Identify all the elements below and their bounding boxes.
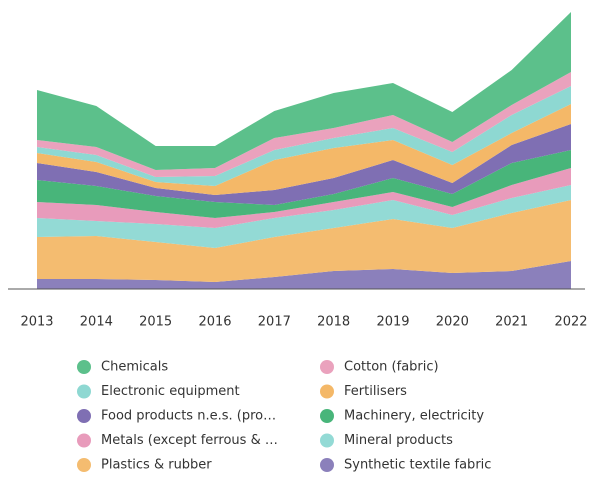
area (37, 124, 571, 205)
legend-label: Plastics & rubber (101, 458, 212, 473)
legend-label: Chemicals (101, 360, 168, 375)
x-tick-label: 2017 (258, 315, 291, 330)
x-tick-label: 2019 (376, 315, 409, 330)
x-tick-label: 2022 (554, 315, 587, 330)
legend-label: Synthetic textile fabric (344, 458, 491, 473)
legend-label: Fertilisers (344, 384, 407, 399)
legend-label: Cotton (fabric) (344, 360, 439, 375)
legend-label: Mineral products (344, 433, 453, 448)
area (37, 185, 571, 248)
legend-swatch (320, 409, 334, 423)
legend-label: Food products n.e.s. (pro… (101, 409, 276, 424)
area (37, 200, 571, 282)
x-tick-label: 2018 (317, 315, 350, 330)
legend-label: Machinery, electricity (344, 409, 484, 424)
legend-swatch (77, 458, 91, 472)
legend-swatch (77, 384, 91, 399)
legend-swatch (320, 384, 334, 399)
legend-swatch (77, 409, 91, 423)
area (37, 150, 571, 218)
legend-swatch (320, 458, 334, 472)
legend-label: Electronic equipment (101, 384, 240, 399)
area (37, 104, 571, 195)
x-tick-label: 2016 (198, 315, 231, 330)
x-tick-label: 2014 (80, 315, 113, 330)
x-tick-label: 2015 (139, 315, 172, 330)
area (37, 12, 571, 170)
legend-swatch (320, 433, 334, 448)
legend-swatch (320, 360, 334, 374)
x-tick-label: 2020 (436, 315, 469, 330)
x-tick-label: 2021 (495, 315, 528, 330)
legend-swatch (77, 433, 91, 448)
x-tick-label: 2013 (20, 315, 53, 330)
area (37, 261, 571, 289)
legend-swatch (77, 360, 91, 374)
legend-label: Metals (except ferrous & … (101, 433, 278, 448)
